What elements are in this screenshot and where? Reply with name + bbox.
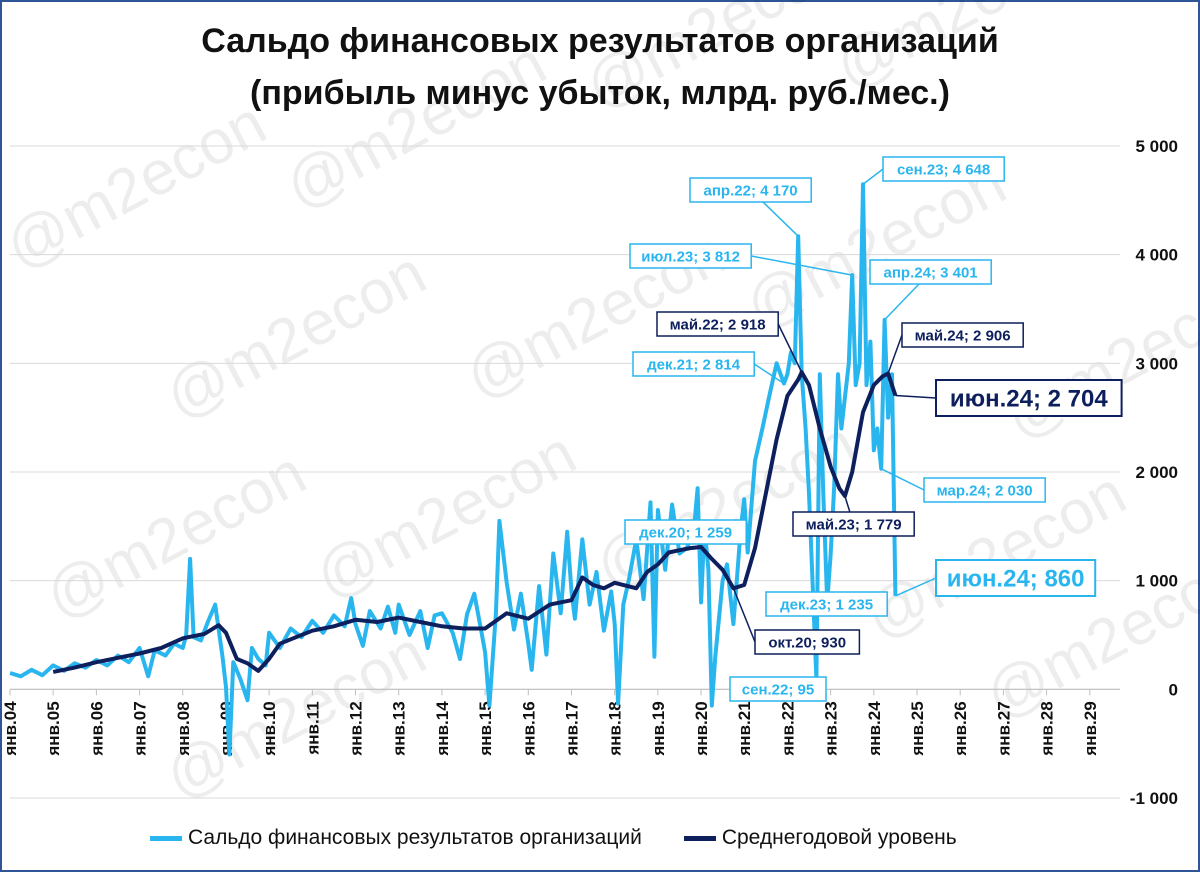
legend-item-monthly: Сальдо финансовых результатов организаци… bbox=[150, 826, 642, 850]
chart-subtitle: (прибыль минус убыток, млрд. руб./мес.) bbox=[250, 74, 950, 112]
legend-item-average: Среднегодовой уровень bbox=[683, 826, 957, 850]
chart-title: Сальдо финансовых результатов организаци… bbox=[201, 22, 999, 60]
legend-swatch-average bbox=[683, 835, 716, 841]
legend-swatch-monthly bbox=[150, 835, 182, 841]
chart-legend: Сальдо финансовых результатов организаци… bbox=[150, 826, 999, 850]
legend-label-monthly: Сальдо финансовых результатов организаци… bbox=[188, 826, 642, 849]
legend-label-average: Среднегодовой уровень bbox=[721, 826, 957, 849]
